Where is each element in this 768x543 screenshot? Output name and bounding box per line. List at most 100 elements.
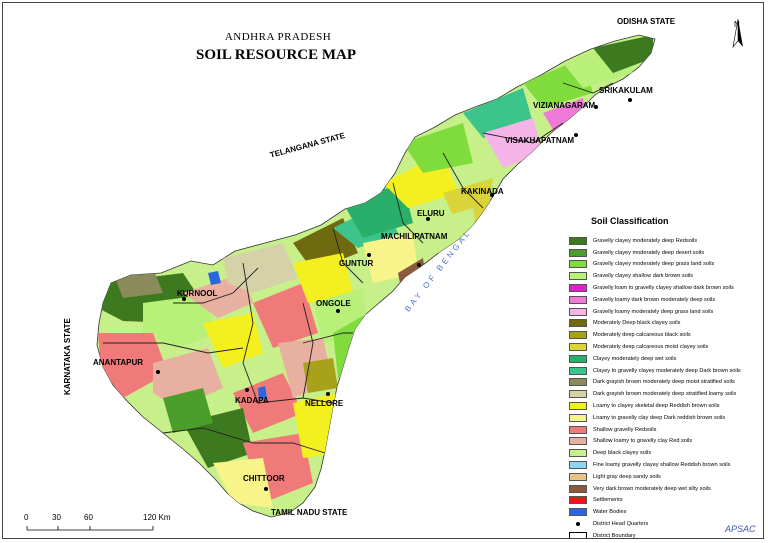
legend-swatch bbox=[569, 319, 587, 328]
legend-swatch bbox=[569, 354, 587, 363]
label-kadapa: KADAPA bbox=[235, 396, 269, 405]
legend-boundary-swatch bbox=[569, 531, 587, 538]
label-machilipatnam: MACHILIPATNAM bbox=[381, 232, 448, 241]
legend-swatch bbox=[569, 248, 587, 257]
legend-item: Moderately deep calcareous moist clayey … bbox=[569, 341, 763, 353]
legend-item: Gravelly clayey moderately deep desert s… bbox=[569, 247, 763, 259]
label-odisha-state: ODISHA STATE bbox=[617, 17, 676, 26]
legend-swatch bbox=[569, 295, 587, 304]
legend-item: Moderately deep calcareous black soils bbox=[569, 329, 763, 341]
credit-apsac: APSAC bbox=[725, 524, 756, 534]
legend-label: Very dark brown moderately deep wet silt… bbox=[593, 485, 711, 492]
legend-swatch bbox=[569, 472, 587, 481]
legend-swatch bbox=[569, 366, 587, 375]
legend-item: Water Bodies bbox=[569, 506, 763, 518]
label-anantapur: ANANTAPUR bbox=[93, 358, 144, 367]
legend-label: Light gray deep sandy soils bbox=[593, 473, 661, 480]
legend-item: Gravelly loam to gravelly clayey shallow… bbox=[569, 282, 763, 294]
legend-item: Deep black clayey soils bbox=[569, 447, 763, 459]
legend-item: Loamy to clayey skeletal deep Reddish br… bbox=[569, 400, 763, 412]
legend-swatch bbox=[569, 272, 587, 281]
north-arrow-icon bbox=[732, 18, 743, 49]
legend-swatch bbox=[569, 437, 587, 446]
legend-item: Clayey to gravelly clayey moderately dee… bbox=[569, 365, 763, 377]
legend-label: Gravelly loam to gravelly clayey shallow… bbox=[593, 285, 734, 292]
legend-item: Gravelly clayey moderately deep Redsoils bbox=[569, 235, 763, 247]
legend-label: Dark grayish brown moderately deep moist… bbox=[593, 379, 735, 386]
soil-map bbox=[26, 34, 656, 531]
scale-tick-120: 120 Km bbox=[143, 513, 171, 522]
scale-tick-0: 0 bbox=[24, 513, 29, 522]
legend-label: Settlements bbox=[593, 497, 623, 504]
legend-item: Loamy to gravelly clay deep Dark reddish… bbox=[569, 412, 763, 424]
legend-label: Loamy to clayey skeletal deep Reddish br… bbox=[593, 403, 720, 410]
legend-swatch bbox=[569, 390, 587, 399]
legend-item: Settlements bbox=[569, 495, 763, 507]
legend-swatch bbox=[569, 343, 587, 352]
legend-label: Gravelly loamy moderately deep grass lan… bbox=[593, 308, 714, 315]
label-srikakulam: SRIKAKULAM bbox=[599, 86, 653, 95]
legend-label: Gravelly loamy dark brown moderately dee… bbox=[593, 296, 716, 303]
legend-label: Moderately Deep black clayey soils bbox=[593, 320, 681, 327]
legend-item: Light gray deep sandy soils bbox=[569, 471, 763, 483]
legend-label: Clayey moderately deep wet soils bbox=[593, 355, 677, 362]
map-title: SOIL RESOURCE MAP bbox=[195, 47, 357, 63]
label-vizianagaram: VIZIANAGARAM bbox=[533, 101, 596, 110]
label-kurnool: KURNOOL bbox=[177, 289, 218, 298]
legend-swatch bbox=[569, 260, 587, 269]
scale-bar bbox=[26, 526, 154, 531]
legend-label: Gravelly clayey shallow dark brown soils bbox=[593, 273, 694, 280]
legend-item: District Head Quarters bbox=[569, 518, 763, 530]
label-visakhapatnam: VISAKHAPATNAM bbox=[505, 136, 575, 145]
legend-label: Shallow loamy to gravelly clay Red soils bbox=[593, 438, 693, 445]
legend-label: District Head Quarters bbox=[593, 521, 649, 528]
legend-swatch bbox=[569, 496, 587, 505]
legend-hq-dot-icon bbox=[569, 522, 587, 527]
legend-swatch bbox=[569, 449, 587, 458]
legend-item: Gravelly loamy dark brown moderately dee… bbox=[569, 294, 763, 306]
label-nellore: NELLORE bbox=[305, 399, 344, 408]
legend-swatch bbox=[569, 413, 587, 422]
label-ongole: ONGOLE bbox=[316, 299, 351, 308]
legend-swatch bbox=[569, 284, 587, 293]
legend-label: Gravelly clayey moderately deep desert s… bbox=[593, 249, 704, 256]
legend-label: District Boundary bbox=[593, 532, 636, 539]
legend-swatch bbox=[569, 331, 587, 340]
legend-swatch bbox=[569, 484, 587, 493]
legend: Gravelly clayey moderately deep Redsoils… bbox=[569, 235, 763, 539]
legend-item: Clayey moderately deep wet soils bbox=[569, 353, 763, 365]
legend-label: Water Bodies bbox=[593, 509, 627, 516]
legend-title: Soil Classification bbox=[591, 216, 669, 226]
legend-item: Shallow gravelly Redsoils bbox=[569, 424, 763, 436]
label-kakinada: KAKINADA bbox=[461, 187, 504, 196]
legend-swatch bbox=[569, 402, 587, 411]
legend-label: Dark grayish brown moderately deep strat… bbox=[593, 391, 737, 398]
legend-item: Dark grayish brown moderately deep moist… bbox=[569, 377, 763, 389]
legend-label: Clayey to gravelly clayey moderately dee… bbox=[593, 367, 741, 374]
scale-tick-60: 60 bbox=[84, 513, 93, 522]
label-tamil-nadu-state: TAMIL NADU STATE bbox=[271, 508, 348, 517]
legend-label: Gravelly clayey moderately deep grass la… bbox=[593, 261, 715, 268]
legend-item: Gravelly clayey shallow dark brown soils bbox=[569, 270, 763, 282]
legend-item: Gravelly clayey moderately deep grass la… bbox=[569, 259, 763, 271]
map-subtitle: ANDHRA PRADESH bbox=[224, 31, 332, 43]
district-hq-markers bbox=[156, 98, 632, 491]
legend-swatch bbox=[569, 461, 587, 470]
legend-item: Very dark brown moderately deep wet silt… bbox=[569, 483, 763, 495]
legend-item: Dark grayish brown moderately deep strat… bbox=[569, 388, 763, 400]
legend-item: District Boundary bbox=[569, 530, 763, 539]
label-eluru: ELURU bbox=[417, 209, 445, 218]
label-chittoor: CHITTOOR bbox=[243, 474, 285, 483]
legend-label: Loamy to gravelly clay deep Dark reddish… bbox=[593, 414, 726, 421]
legend-label: Gravelly clayey moderately deep Redsoils bbox=[593, 237, 698, 244]
legend-swatch bbox=[569, 425, 587, 434]
legend-label: Deep black clayey soils bbox=[593, 450, 652, 457]
legend-swatch bbox=[569, 236, 587, 245]
legend-item: Moderately Deep black clayey soils bbox=[569, 318, 763, 330]
north-label: N bbox=[734, 20, 740, 29]
label-guntur: GUNTUR bbox=[339, 259, 374, 268]
legend-swatch bbox=[569, 378, 587, 387]
legend-label: Shallow gravelly Redsoils bbox=[593, 426, 657, 433]
legend-label: Moderately deep calcareous black soils bbox=[593, 332, 691, 339]
legend-label: Fine loamy gravelly clayey shallow Reddi… bbox=[593, 462, 731, 469]
